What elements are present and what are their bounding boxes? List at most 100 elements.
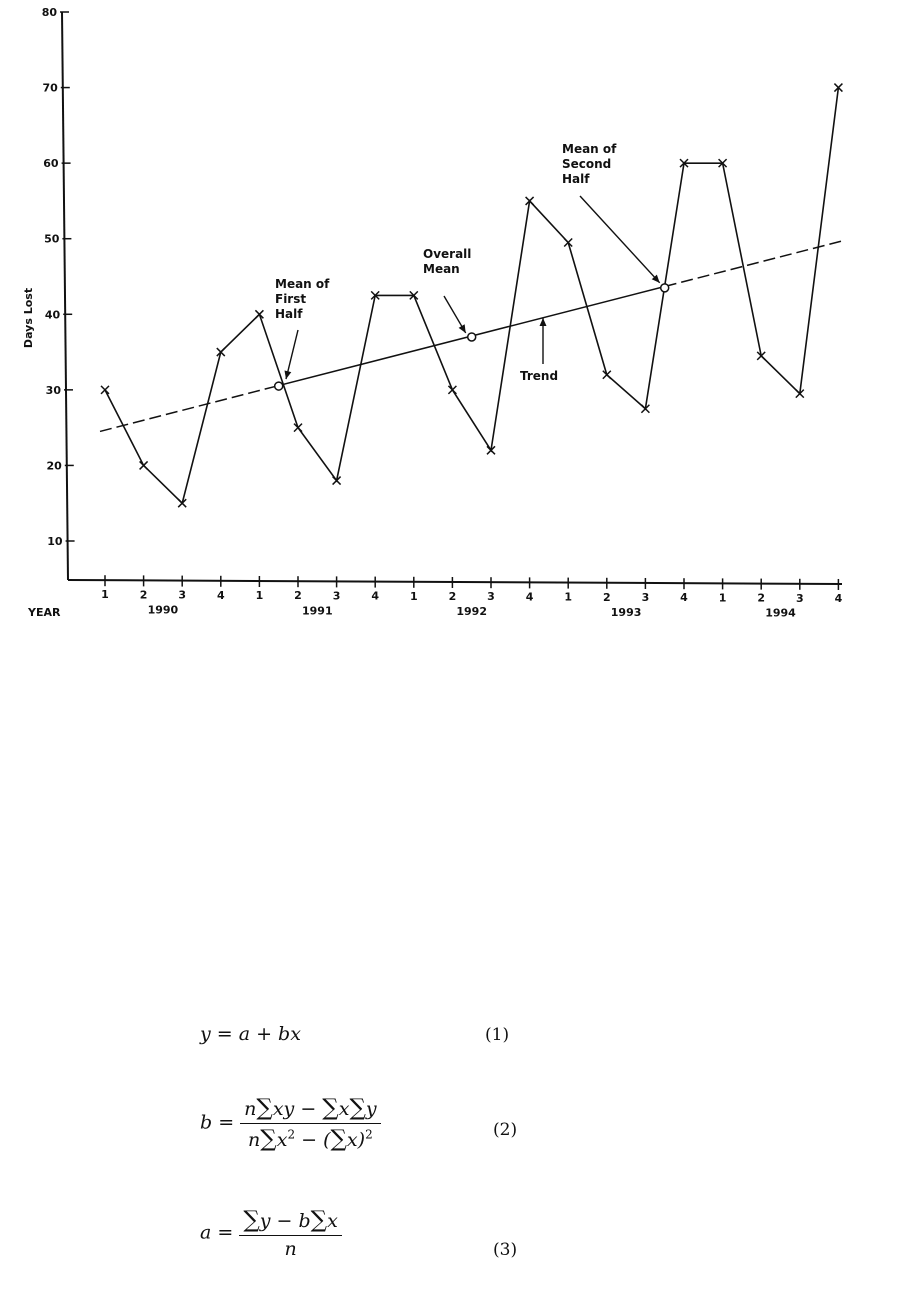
point-stroke [216,347,226,357]
data-point [293,423,303,433]
data-point [100,385,110,395]
sigma-icon: ∑ [260,1126,277,1152]
overall-mean-arrow [443,295,467,334]
x-tick-label: 4 [371,590,379,603]
trend-chart: 10 20 30 40 50 60 70 80 1 2 3 4 1 2 3 4 1 2 3 4 1 2 3 4 1 2 3 4 199… [22,6,846,620]
data-series [100,83,843,508]
point-stroke [795,389,805,399]
x-axis-ticks: 1 2 3 4 1 2 3 4 1 2 3 4 1 2 3 4 1 2 3 4 1990 1991 1992 1993 1994 [101,575,843,620]
point-stroke [525,196,535,206]
trend-arrow [539,318,547,364]
mean-marker [273,381,284,391]
series-line [104,87,840,505]
y-tick-label: 80 [42,6,58,19]
sigma-icon: ∑ [256,1095,273,1121]
x-tick-label: 2 [449,590,457,603]
equation-3-lhs: a = [200,1221,234,1244]
eq2-den-x: x [276,1129,288,1151]
data-point [718,158,728,168]
point-stroke [602,370,612,380]
data-point [447,385,457,395]
x-tick-label: 3 [333,589,341,602]
x-axis-label: YEAR [27,606,61,619]
equation-1: y = a + bx [200,1023,301,1045]
data-point [833,83,843,93]
sigma-icon: ∑ [243,1207,260,1233]
trend-line-end [664,239,846,288]
annotation-line: Mean of [275,277,330,291]
data-point [486,445,496,455]
year-label: 1994 [765,607,796,620]
equation-3-numerator: ∑y − b∑x [239,1207,342,1236]
mean-second-half-arrow [579,195,661,284]
equation-3-fraction: ∑y − b∑x n [239,1207,342,1260]
data-point [602,370,612,380]
equation-3-denominator: n [284,1238,297,1260]
point-stroke [640,404,650,414]
x-tick-label: 2 [294,589,302,602]
point-stroke [177,498,187,508]
data-point [795,389,805,399]
point-stroke [486,445,496,455]
x-tick-label: 4 [526,590,534,603]
point-stroke [718,158,728,168]
y-tick-label: 20 [46,459,62,472]
annotation-line: Half [275,307,303,321]
data-point [216,347,226,357]
x-tick-label: 3 [487,590,495,603]
x-tick-label: 1 [719,591,727,604]
x-tick-label: 2 [603,591,611,604]
point-stroke [833,83,843,93]
data-point [139,460,149,470]
x-tick-label: 3 [796,592,804,605]
x-tick-label: 4 [680,591,688,604]
point-stroke [293,423,303,433]
y-tick-label: 30 [46,384,62,397]
equation-1-body: y = a + bx [200,1023,301,1045]
x-tick-label: 4 [835,592,843,605]
mean-markers [273,283,670,391]
trend-label: Trend [520,369,558,383]
data-point [679,158,689,168]
mean-second-half-label: Mean of Second Half [562,142,617,186]
data-point [640,404,650,414]
x-tick-label: 1 [564,591,572,604]
x-tick-label: 2 [757,592,765,605]
eq2-xy: xy − [272,1098,323,1120]
data-point [525,196,535,206]
equation-3: a = ∑y − b∑x n [200,1207,342,1260]
y-axis-ticks: 10 20 30 40 50 60 70 80 [42,6,75,548]
x-tick-label: 3 [642,591,650,604]
sigma-icon: ∑ [322,1095,339,1121]
year-label: 1992 [456,605,487,618]
arrow-shaft [579,195,661,284]
point-stroke [563,237,573,248]
mean-first-half-label: Mean of First Half [275,277,330,321]
x-tick-label: 3 [178,589,186,602]
year-label: 1990 [148,603,179,616]
x-tick-label: 1 [256,589,264,602]
annotation-line: Second [562,157,611,171]
year-label: 1993 [611,606,642,619]
point-stroke [100,385,110,395]
overall-mean-label: Overall Mean [423,247,471,276]
equation-2-lhs: b = [200,1111,235,1134]
eq2-den-n: n [248,1129,261,1151]
sigma-icon: ∑ [349,1095,366,1121]
annotation-line: Half [562,172,590,186]
data-point [563,237,573,248]
sigma-icon: ∑ [310,1207,328,1233]
y-axis-label: Days Lost [22,288,35,348]
x-axis-line [67,579,843,585]
y-tick-label: 60 [43,157,59,170]
eq2-n: n [244,1098,257,1120]
eq2-den-minus: − ( [295,1129,331,1151]
data-point [409,290,419,300]
y-tick-label: 50 [44,233,60,246]
data-point [370,290,380,300]
annotation-line: Overall [423,247,471,261]
point-stroke [254,309,264,319]
equation-2-number: (2) [493,1120,518,1140]
arrow-shaft [285,329,299,380]
eq3-y: y − b [259,1210,311,1232]
